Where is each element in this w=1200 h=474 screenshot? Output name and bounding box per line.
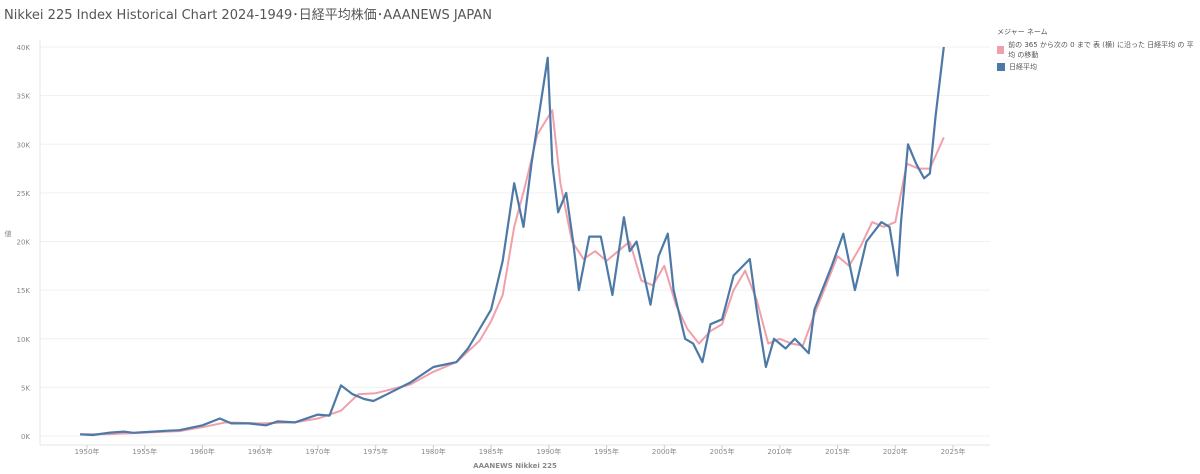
legend-item-moving-average[interactable]: 前の 365 から次の 0 まで 表 (横) に沿った 日経平均 の 平均 の移… [997, 40, 1200, 60]
legend-swatch [997, 63, 1005, 71]
y-tick-label: 0K [21, 433, 30, 441]
y-tick-label: 25K [17, 190, 31, 198]
y-tick-label: 10K [17, 336, 31, 344]
legend: メジャー ネーム 前の 365 から次の 0 まで 表 (横) に沿った 日経平… [997, 27, 1200, 74]
x-axis-title: AAANEWS Nikkei 225 [473, 462, 557, 470]
y-tick-label: 15K [17, 287, 31, 295]
x-tick-label: 1980年 [421, 447, 446, 456]
y-axis-title: 値 [5, 229, 12, 238]
x-tick-label: 2000年 [652, 447, 677, 456]
y-tick-label: 20K [17, 239, 31, 247]
x-tick-label: 2025年 [941, 447, 966, 456]
y-tick-label: 40K [17, 44, 31, 52]
legend-title: メジャー ネーム [997, 28, 1048, 36]
series-line-nikkei [80, 46, 945, 437]
x-tick-label: 2020年 [883, 447, 908, 456]
y-tick-label: 30K [17, 141, 31, 149]
y-tick-label: 35K [17, 93, 31, 101]
x-tick-label: 1955年 [132, 447, 157, 456]
x-tick-label: 1975年 [363, 447, 388, 456]
x-tick-label: 1965年 [248, 447, 273, 456]
x-tick-label: 1960年 [190, 447, 215, 456]
series-line-moving-average [80, 109, 945, 436]
legend-label: 日経平均 [1009, 63, 1037, 71]
x-tick-label: 2015年 [825, 447, 850, 456]
x-tick-label: 1995年 [594, 447, 619, 456]
legend-swatch [997, 46, 1005, 54]
x-tick-label: 2005年 [710, 447, 735, 456]
chart-title: Nikkei 225 Index Historical Chart 2024-1… [4, 8, 492, 23]
y-tick-label: 5K [21, 384, 30, 392]
x-tick-label: 1990年 [536, 447, 561, 456]
x-tick-label: 1970年 [306, 447, 331, 456]
x-tick-label: 1950年 [75, 447, 100, 456]
x-tick-label: 1985年 [479, 447, 504, 456]
legend-item-nikkei[interactable]: 日経平均 [997, 62, 1200, 72]
x-tick-label: 2010年 [767, 447, 792, 456]
legend-label: 前の 365 から次の 0 まで 表 (横) に沿った 日経平均 の 平均 の移… [1008, 41, 1194, 59]
